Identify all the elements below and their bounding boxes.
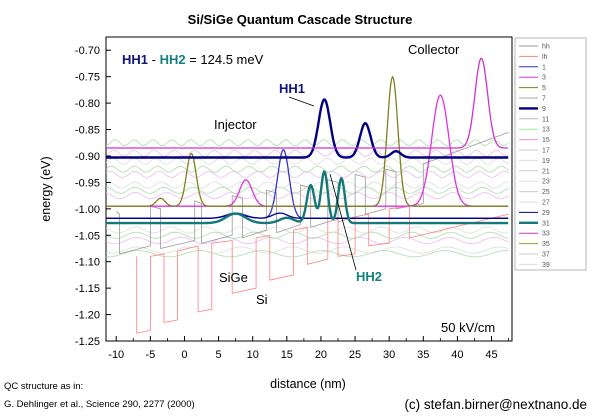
x-tick-label: 45 bbox=[485, 349, 497, 361]
delta-hh1-text: HH1 bbox=[122, 52, 148, 67]
y-tick-label: -1.00 bbox=[75, 204, 100, 216]
legend-label-33: 33 bbox=[542, 231, 550, 238]
footer-credit: (c) stefan.birner@nextnano.de bbox=[404, 397, 587, 412]
x-axis-label: distance (nm) bbox=[270, 377, 346, 391]
y-tick-label: -1.20 bbox=[75, 310, 100, 322]
delta-value-text: = 124.5 meV bbox=[186, 52, 264, 67]
x-tick-label: 0 bbox=[181, 349, 187, 361]
series-layer bbox=[106, 57, 509, 334]
legend-label-21: 21 bbox=[542, 168, 550, 175]
x-tick-label: 30 bbox=[383, 349, 395, 361]
field-label: 50 kV/cm bbox=[441, 320, 495, 335]
y-tick-label: -0.90 bbox=[75, 151, 100, 163]
x-tick-label: 25 bbox=[349, 349, 361, 361]
legend-label-5: 5 bbox=[542, 85, 546, 92]
legend-label-15: 15 bbox=[542, 137, 550, 144]
hh2-label: HH2 bbox=[356, 269, 382, 284]
x-tick-label: 5 bbox=[216, 349, 222, 361]
y-axis-label: energy (eV) bbox=[39, 156, 53, 221]
background-state-line bbox=[106, 139, 509, 147]
legend-label-13: 13 bbox=[542, 127, 550, 134]
delta-energy-annotation: HH1 - HH2 = 124.5 meV bbox=[122, 52, 264, 67]
series-hh bbox=[115, 131, 509, 255]
plot-frame bbox=[105, 36, 513, 342]
chart-title: Si/SiGe Quantum Cascade Structure bbox=[188, 12, 413, 27]
x-tick-label: 40 bbox=[451, 349, 463, 361]
legend-label-31: 31 bbox=[542, 220, 550, 227]
x-tick-label: -5 bbox=[145, 349, 155, 361]
legend-label-25: 25 bbox=[542, 189, 550, 196]
hh2-pointer bbox=[329, 173, 357, 271]
x-tick-label: 10 bbox=[247, 349, 259, 361]
y-tick-label: -0.70 bbox=[75, 45, 100, 57]
collector-label: Collector bbox=[408, 42, 460, 57]
x-tick-label: -10 bbox=[108, 349, 124, 361]
x-tick-label: 20 bbox=[315, 349, 327, 361]
y-tick-label: -1.05 bbox=[75, 230, 100, 242]
legend-label-19: 19 bbox=[542, 158, 550, 165]
x-tick-label: 35 bbox=[417, 349, 429, 361]
series-9 bbox=[106, 98, 509, 159]
x-tick-label: 15 bbox=[281, 349, 293, 361]
legend-box bbox=[514, 37, 587, 271]
y-tick-label: -1.25 bbox=[75, 336, 100, 348]
legend-label-27: 27 bbox=[542, 200, 550, 207]
series-29 bbox=[106, 212, 509, 219]
hh1-label: HH1 bbox=[279, 81, 305, 96]
legend-label-37: 37 bbox=[542, 252, 550, 259]
legend-label-3: 3 bbox=[542, 75, 546, 82]
footer-qc-line1: QC structure as in: bbox=[4, 381, 83, 392]
legend-label-35: 35 bbox=[542, 241, 550, 248]
legend-label-23: 23 bbox=[542, 179, 550, 186]
y-tick-label: -0.75 bbox=[75, 72, 100, 84]
delta-hh2-text: HH2 bbox=[160, 52, 186, 67]
delta-dash-text: - bbox=[148, 52, 160, 67]
legend-label-7: 7 bbox=[542, 96, 546, 103]
legend-label-9: 9 bbox=[542, 106, 546, 113]
footer-qc-line2: G. Dehlinger et al., Science 290, 2277 (… bbox=[4, 399, 195, 410]
legend-label-17: 17 bbox=[542, 148, 550, 155]
series-31 bbox=[106, 170, 509, 225]
si-label: Si bbox=[256, 292, 268, 307]
x-axis: -10 -5 0 5 10 15 20 25 30 35 40 45 bbox=[108, 336, 509, 361]
series-33 bbox=[106, 57, 509, 149]
legend-label-lh: lh bbox=[542, 54, 548, 61]
y-tick-label: -1.10 bbox=[75, 257, 100, 269]
y-tick-label: -0.85 bbox=[75, 125, 100, 137]
legend-label-1: 1 bbox=[542, 64, 546, 71]
legend-label-11: 11 bbox=[542, 116, 549, 123]
hh1-pointer bbox=[288, 96, 315, 107]
legend-label-39: 39 bbox=[542, 262, 550, 269]
background-state-line bbox=[106, 157, 509, 165]
y-tick-label: -0.80 bbox=[75, 98, 100, 110]
injector-label: Injector bbox=[214, 117, 257, 132]
y-tick-label: -0.95 bbox=[75, 177, 100, 189]
legend-label-29: 29 bbox=[542, 210, 550, 217]
sige-label: SiGe bbox=[219, 270, 248, 285]
y-axis: -1.25 -1.20 -1.15 -1.10 -1.05 -1.00 -0.95 -0.90… bbox=[75, 45, 111, 348]
background-state-line bbox=[106, 165, 509, 173]
series-lh bbox=[136, 205, 509, 334]
background-state-line bbox=[106, 181, 509, 189]
series-5 bbox=[106, 76, 509, 207]
y-tick-label: -1.15 bbox=[75, 283, 100, 295]
background-state-line bbox=[106, 186, 509, 194]
legend-label-hh: hh bbox=[542, 44, 550, 51]
background-state-line bbox=[106, 170, 509, 179]
